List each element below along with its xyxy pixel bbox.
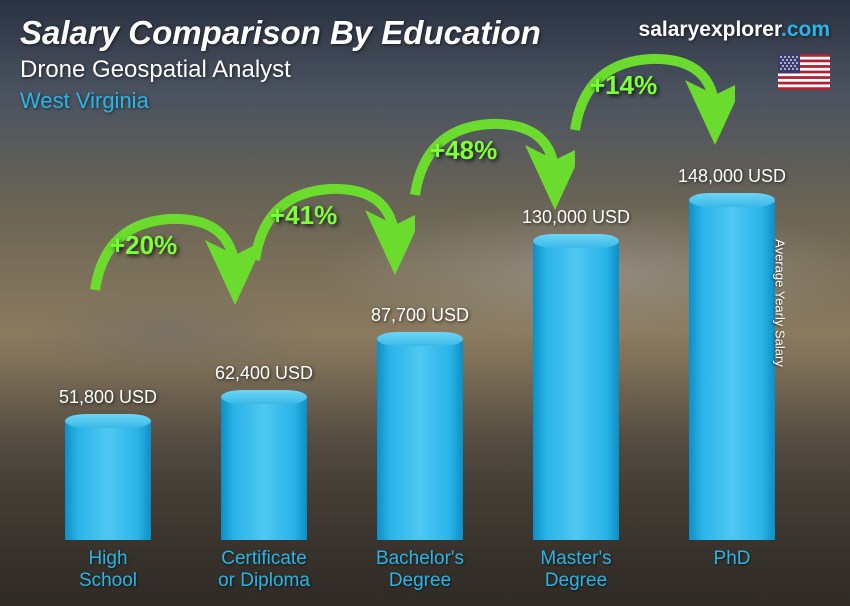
bar-label: Certificateor Diploma — [218, 548, 310, 594]
bar-top — [533, 234, 619, 248]
chart-title: Salary Comparison By Education — [20, 14, 541, 52]
bar-group: 148,000 USD PhD — [654, 166, 810, 594]
bar-value: 87,700 USD — [371, 305, 469, 326]
bar-group: 130,000 USD Master'sDegree — [498, 207, 654, 594]
bar-value: 148,000 USD — [678, 166, 786, 187]
bar — [533, 234, 619, 540]
bar — [221, 390, 307, 540]
bar-group: 87,700 USD Bachelor'sDegree — [342, 305, 498, 594]
bar-body — [689, 200, 775, 540]
bar-label: Bachelor'sDegree — [376, 548, 464, 594]
bar-value: 51,800 USD — [59, 387, 157, 408]
increment-label: +41% — [270, 200, 337, 231]
bar-body — [377, 339, 463, 540]
bar-top — [377, 332, 463, 346]
bar — [65, 414, 151, 540]
bar-top — [221, 390, 307, 404]
header: Salary Comparison By Education Drone Geo… — [20, 14, 541, 114]
increment-label: +14% — [590, 70, 657, 101]
bar-value: 130,000 USD — [522, 207, 630, 228]
chart-location: West Virginia — [20, 88, 541, 114]
bar-body — [65, 421, 151, 540]
chart-subtitle: Drone Geospatial Analyst — [20, 56, 541, 84]
bar-label: Master'sDegree — [540, 548, 611, 594]
bar-top — [65, 414, 151, 428]
bar-body — [533, 241, 619, 540]
bar-label: PhD — [714, 548, 751, 594]
bar-group: 62,400 USD Certificateor Diploma — [186, 363, 342, 594]
brand-name: salaryexplorer — [639, 18, 781, 41]
bar — [377, 332, 463, 540]
increment-label: +20% — [110, 230, 177, 261]
bar-chart: 51,800 USD HighSchool 62,400 USD Certifi… — [30, 130, 810, 594]
bar-top — [689, 193, 775, 207]
bar — [689, 193, 775, 540]
bar-label: HighSchool — [79, 548, 137, 594]
bar-body — [221, 397, 307, 540]
bar-value: 62,400 USD — [215, 363, 313, 384]
us-flag-icon — [778, 54, 830, 90]
increment-label: +48% — [430, 135, 497, 166]
brand-suffix: .com — [781, 18, 830, 41]
bar-group: 51,800 USD HighSchool — [30, 387, 186, 594]
y-axis-label: Average Yearly Salary — [773, 239, 788, 367]
brand-logo: salaryexplorer.com — [639, 18, 830, 42]
